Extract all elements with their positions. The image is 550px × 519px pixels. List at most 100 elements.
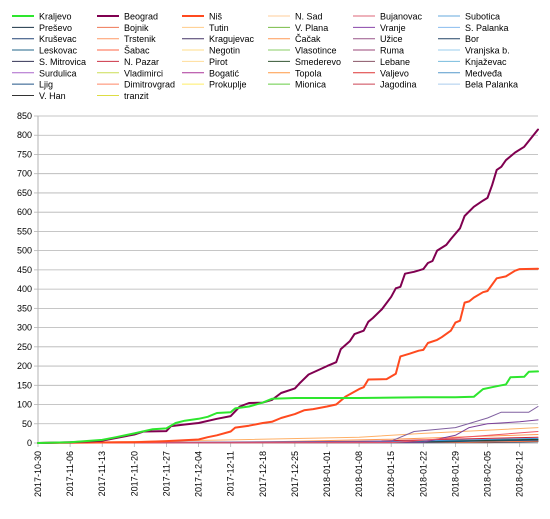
legend-label: Kraljevo [39, 12, 72, 22]
legend-label: Kragujevac [209, 34, 255, 44]
x-tick-label: 2017-11-13 [97, 451, 107, 496]
legend-item-smederevo: Smederevo [268, 57, 341, 67]
legend-item-kragujevac: Kragujevac [182, 34, 255, 44]
x-tick-label: 2018-01-15 [386, 451, 396, 497]
legend-item-ljig: Ljig [12, 80, 53, 90]
legend-item-dimitrovgrad: Dimitrovgrad [97, 80, 175, 90]
y-tick-label: 600 [17, 207, 32, 217]
legend-item-medve-a: Medveđa [438, 68, 502, 78]
legend-item-topola: Topola [268, 68, 322, 78]
series-line-beograd [37, 128, 539, 444]
legend-label: Bor [465, 34, 479, 44]
legend-item-jagodina: Jagodina [353, 80, 417, 90]
y-tick-label: 250 [17, 342, 32, 352]
legend-item-vranjska-b: Vranjska b. [438, 46, 510, 56]
legend-item-tutin: Tutin [182, 23, 229, 33]
legend-label: Trstenik [124, 34, 156, 44]
legend-item-leskovac: Leskovac [12, 46, 78, 56]
legend-item-bujanovac: Bujanovac [353, 12, 423, 22]
legend-item-valjevo: Valjevo [353, 68, 409, 78]
x-tick-label: 2018-01-22 [418, 451, 428, 497]
legend-label: V. Plana [295, 23, 328, 33]
legend-label: Vranje [380, 23, 406, 33]
legend-label: Lebane [380, 57, 410, 67]
legend-label: Ruma [380, 46, 404, 56]
y-tick-label: 650 [17, 188, 32, 198]
legend-item-cacak: Čačak [268, 34, 321, 44]
gridlines [38, 115, 538, 444]
y-tick-label: 350 [17, 303, 32, 313]
x-tick-label: 2018-02-05 [483, 451, 493, 497]
legend-item-n-sad: N. Sad [268, 12, 323, 22]
legend-item-s-mitrovica: S. Mitrovica [12, 57, 86, 67]
legend-item-tranzit: tranzit [97, 91, 149, 101]
legend-label: Vranjska b. [465, 46, 510, 56]
legend-item-mionica: Mionica [268, 80, 326, 90]
legend-label: Bujanovac [380, 12, 423, 22]
legend-label: Valjevo [380, 68, 409, 78]
legend-item-trstenik: Trstenik [97, 34, 156, 44]
series-line-jagodina [37, 431, 539, 444]
y-tick-label: 550 [17, 226, 32, 236]
legend-label: Subotica [465, 12, 500, 22]
legend-label: V. Han [39, 91, 66, 101]
y-tick-label: 800 [17, 130, 32, 140]
x-tick-label: 2018-01-01 [322, 451, 332, 497]
legend-label: Mionica [295, 80, 326, 90]
legend-label: S. Palanka [465, 23, 509, 33]
x-tick-label: 2018-01-08 [354, 451, 364, 497]
series-line-kraljevo [37, 370, 539, 444]
legend-label: Jagodina [380, 80, 417, 90]
legend-item-bor: Bor [438, 34, 479, 44]
series-line-nis [37, 267, 539, 444]
legend: Kraljevo Beograd Niš N. Sad Bujanovac Subotic… [12, 12, 518, 101]
legend-label: N. Pazar [124, 57, 159, 67]
legend-item-bela-palanka: Bela Palanka [438, 80, 518, 90]
legend-item-uzice: Užice [353, 34, 403, 44]
y-tick-label: 500 [17, 246, 32, 256]
legend-item-v-han: V. Han [12, 91, 66, 101]
legend-label: Preševo [39, 23, 72, 33]
x-axis: 2017-10-30 2017-11-06 2017-11-13 2017-11-20… [33, 442, 538, 497]
y-tick-label: 150 [17, 380, 32, 390]
x-tick-label: 2018-01-29 [450, 451, 460, 497]
legend-label: Šabac [124, 46, 150, 56]
legend-label: Čačak [295, 34, 321, 44]
legend-label: Bela Palanka [465, 80, 518, 90]
series-line-vranje [37, 419, 539, 444]
legend-item-prokuplje: Prokuplje [182, 80, 247, 90]
x-tick-label: 2017-11-06 [65, 451, 75, 496]
legend-label: Negotin [209, 46, 240, 56]
legend-label: Niš [209, 12, 222, 22]
legend-item-n-pazar: N. Pazar [97, 57, 159, 67]
x-tick-label: 2017-12-11 [226, 451, 236, 496]
y-tick-label: 850 [17, 111, 32, 121]
x-tick-label: 2017-12-04 [194, 451, 204, 497]
legend-label: Bojnik [124, 23, 149, 33]
legend-label: Vlasotince [295, 46, 337, 56]
y-tick-label: 100 [17, 400, 32, 410]
x-tick-label: 2017-11-27 [161, 451, 171, 496]
x-tick-label: 2017-10-30 [33, 451, 43, 497]
y-tick-label: 200 [17, 361, 32, 371]
legend-item-sabac: Šabac [97, 46, 150, 56]
legend-label: N. Sad [295, 12, 323, 22]
legend-label: Vladimirci [124, 68, 163, 78]
legend-label: Tutin [209, 23, 229, 33]
y-axis: 0 50 100 150 200 250 300 350 400 450 500 550 600 650 7… [17, 111, 39, 448]
legend-label: Topola [295, 68, 322, 78]
legend-label: Užice [380, 34, 403, 44]
legend-label: Dimitrovgrad [124, 80, 175, 90]
legend-label: Medveđa [465, 68, 502, 78]
legend-label: tranzit [124, 91, 149, 101]
x-tick-label: 2017-12-18 [258, 451, 268, 497]
legend-item-vranje: Vranje [353, 23, 406, 33]
x-tick-label: 2017-12-25 [290, 451, 300, 497]
legend-label: Knjaževac [465, 57, 507, 67]
legend-item-negotin: Negotin [182, 46, 240, 56]
legend-label: S. Mitrovica [39, 57, 86, 67]
legend-label: Bogatić [209, 68, 240, 78]
legend-label: Beograd [124, 12, 158, 22]
